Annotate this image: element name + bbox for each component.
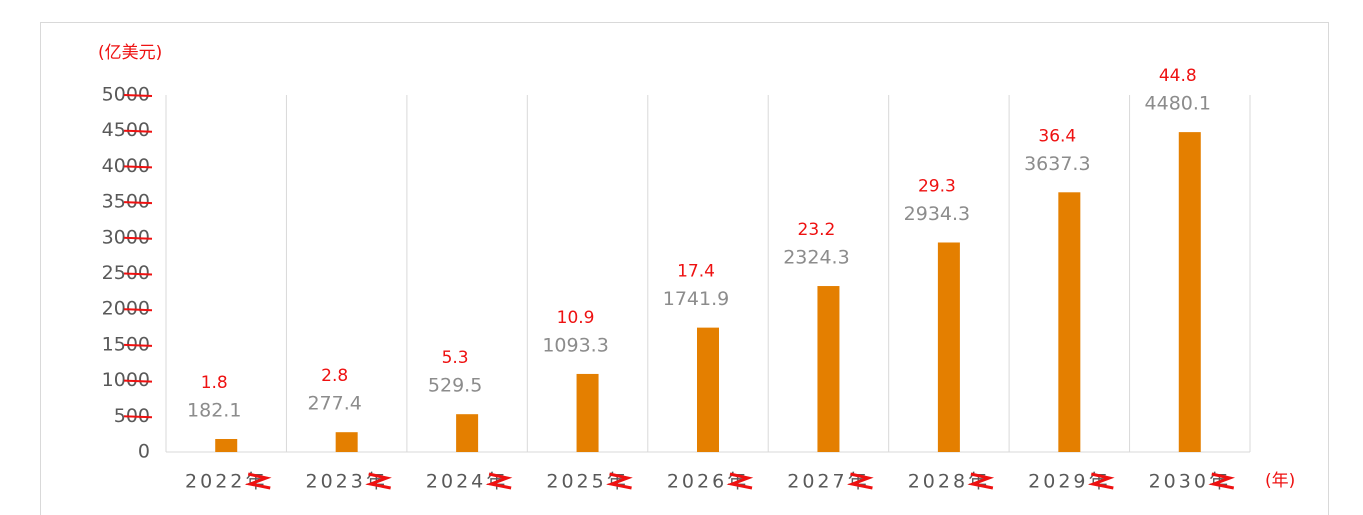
bar	[937, 242, 960, 452]
value-label: 2324.3	[783, 247, 849, 269]
value-label: 277.4	[307, 393, 361, 415]
chart-frame	[40, 22, 1329, 515]
annotation-label: 29.3	[918, 176, 956, 196]
scribble	[1208, 472, 1236, 490]
annotation-label: 5.3	[442, 348, 469, 368]
scribble	[244, 472, 272, 490]
strike-mark	[123, 415, 153, 419]
bar	[1178, 132, 1201, 453]
scribble	[967, 472, 995, 490]
annotation-label: 10.9	[557, 308, 595, 328]
x-tick-label: 2023年	[305, 471, 387, 493]
x-tick-label: 2025年	[546, 471, 628, 493]
scribble	[726, 472, 754, 490]
strike-mark	[123, 308, 153, 312]
bar	[335, 432, 358, 452]
value-label: 1093.3	[542, 334, 608, 356]
bar	[576, 373, 599, 452]
scribble	[846, 472, 874, 490]
value-label: 529.5	[428, 375, 482, 397]
scribble	[1087, 472, 1115, 490]
x-tick-label: 2027年	[787, 471, 869, 493]
x-tick-label: 2029年	[1028, 471, 1110, 493]
value-label: 4480.1	[1145, 93, 1211, 115]
x-tick-label: 2026年	[667, 471, 749, 493]
strike-mark	[123, 236, 153, 240]
scribble	[485, 472, 513, 490]
strike-mark	[123, 343, 153, 347]
x-tick-label: 2022年	[185, 471, 267, 493]
annotation-label: 2.8	[321, 366, 348, 386]
bar	[697, 327, 719, 452]
x-tick-label: 2024年	[426, 471, 508, 493]
x-tick-label: 2030年	[1149, 471, 1231, 493]
strike-mark	[123, 129, 153, 133]
unit-label: (亿美元)	[98, 43, 162, 63]
strike-mark	[123, 94, 153, 97]
value-label: 2934.3	[904, 203, 970, 225]
bar	[1058, 192, 1081, 452]
value-label: 3637.3	[1024, 153, 1090, 175]
value-label: 1741.9	[663, 288, 729, 310]
x-tick-label: 2028年	[908, 471, 990, 493]
scribble	[365, 472, 392, 490]
annotation-label: 23.2	[798, 220, 836, 240]
y-tick-label: 0	[138, 441, 150, 463]
annotation-label: 44.8	[1159, 66, 1197, 86]
value-label: 182.1	[187, 399, 241, 421]
strike-mark	[123, 165, 153, 169]
annotation-label: 36.4	[1038, 126, 1076, 146]
bar	[456, 414, 479, 452]
strike-mark	[123, 201, 153, 205]
bar	[215, 438, 238, 452]
bar	[817, 286, 840, 452]
annotation-label: 1.8	[201, 373, 228, 393]
strike-mark	[123, 379, 153, 383]
annotation-label: 17.4	[677, 262, 715, 282]
strike-mark	[123, 272, 153, 276]
x-unit-label: (年)	[1265, 471, 1295, 491]
scribble	[606, 472, 633, 490]
